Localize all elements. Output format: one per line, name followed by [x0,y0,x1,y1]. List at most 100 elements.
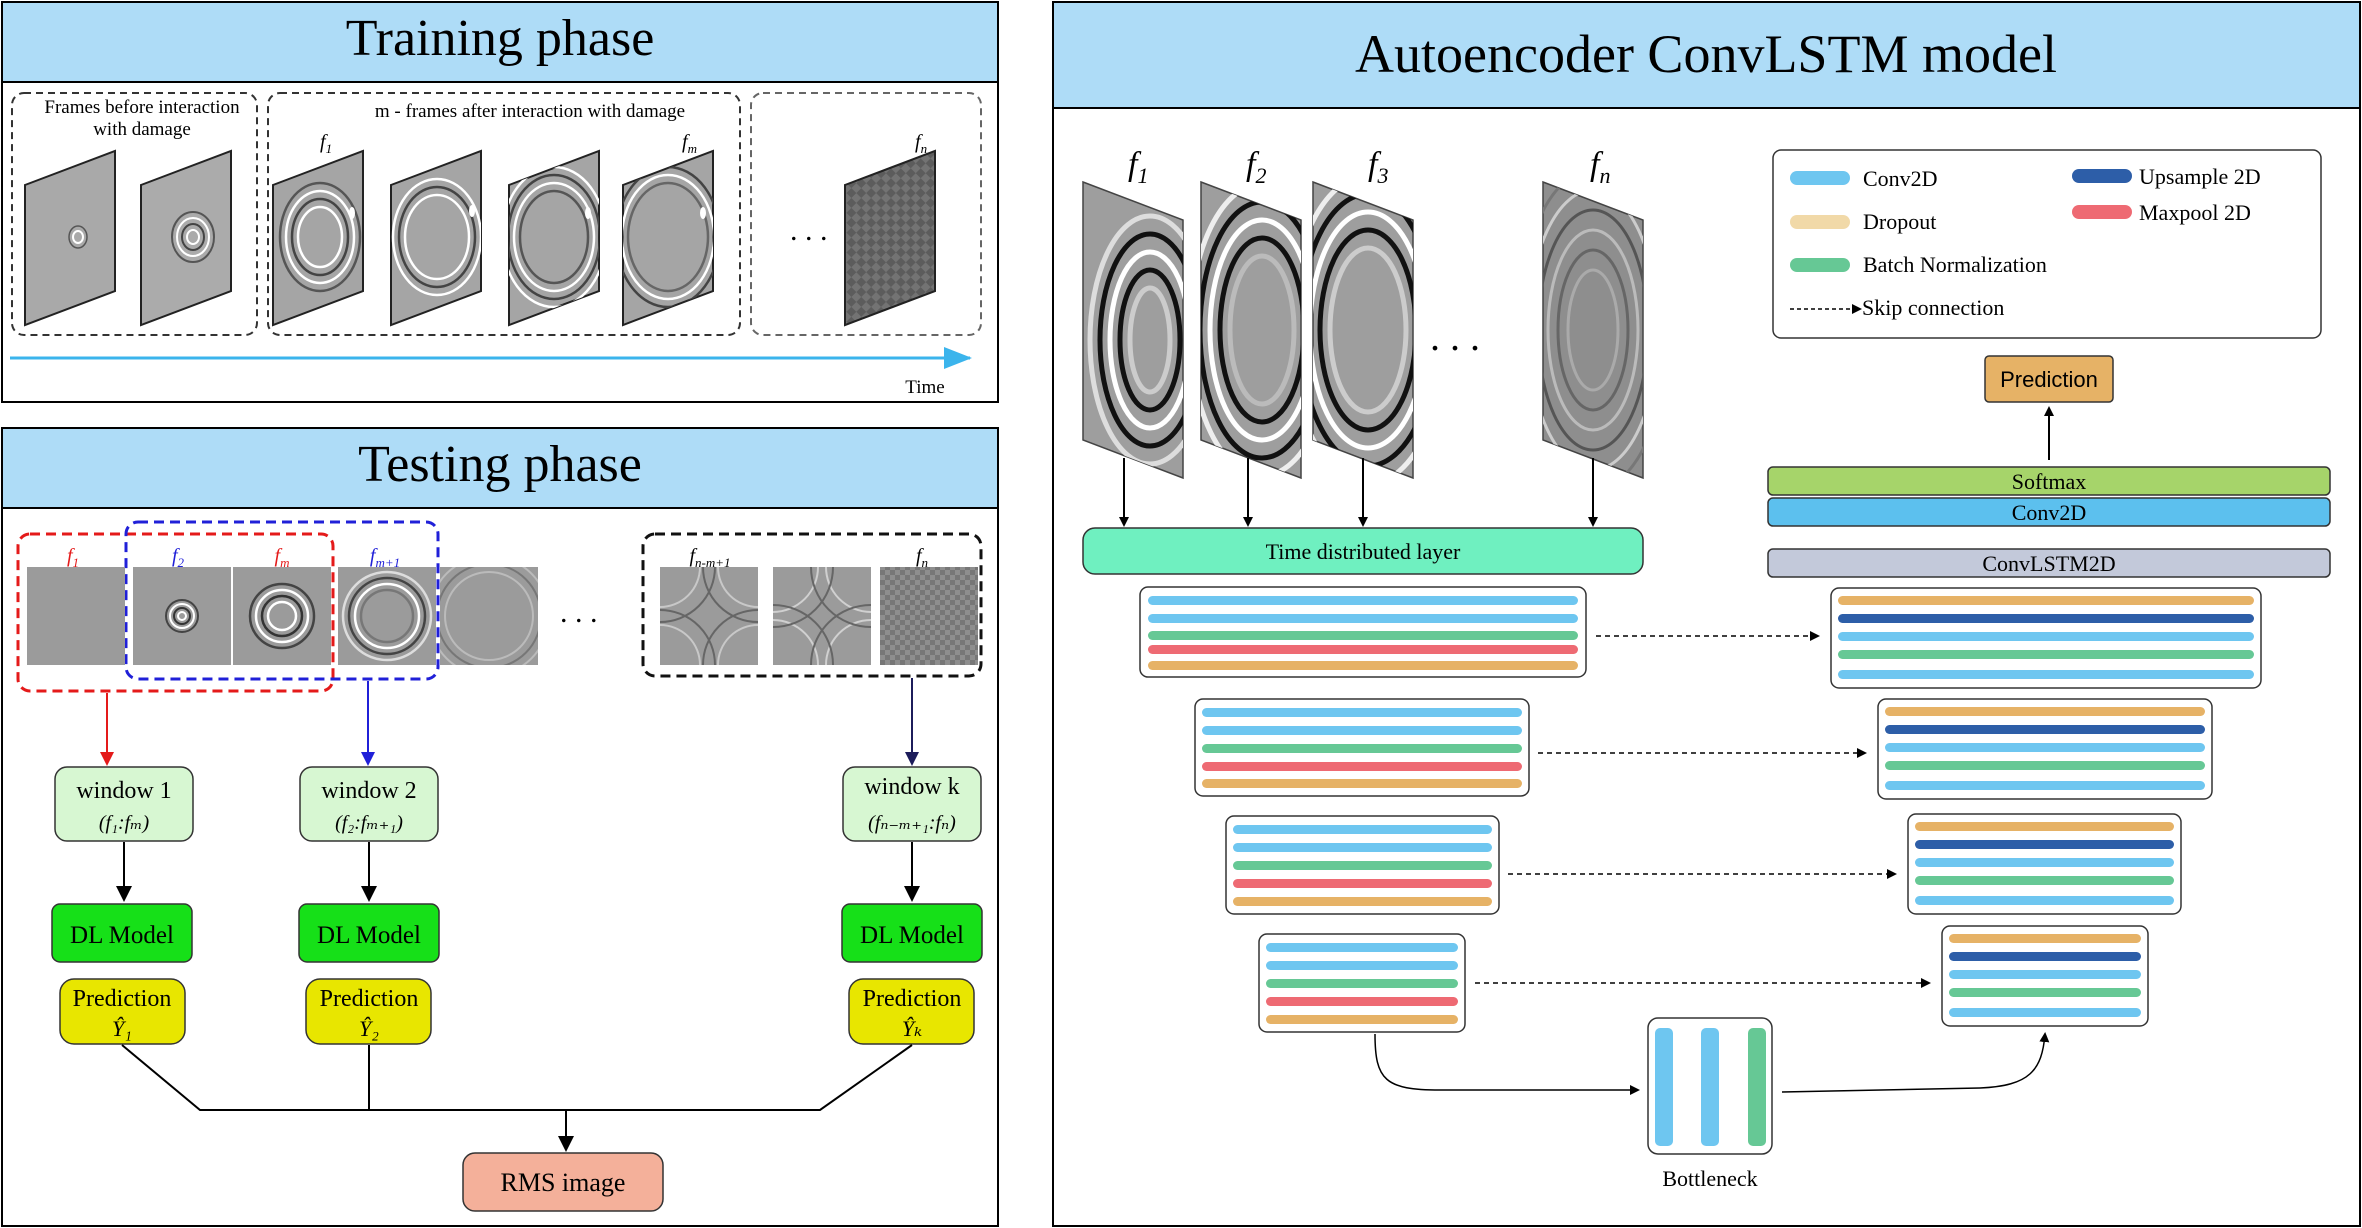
time-distributed-layer: Time distributed layer [1082,527,1644,575]
window-2: window 2 (f₂:fₘ₊₁) [299,766,439,842]
window-2-title: window 2 [321,778,416,804]
group-before-label: Frames before interaction [44,97,240,118]
legend-skip: Skip connection [1862,295,2004,320]
decoder-block-1 [1830,587,2262,689]
test-frame-5 [440,567,538,665]
prediction-2-yhat: Ŷ₂ [359,1016,379,1041]
test-frame-6 [660,567,758,665]
prediction-k: Prediction Ŷₖ [848,978,975,1045]
encoder-block-2 [1194,698,1530,797]
train-frame-6 [622,149,714,327]
window-k-range: (fₙ₋ₘ₊₁:fₙ) [868,812,956,834]
train-label-fn: fn [915,131,927,156]
group-before-label-2: with damage [93,119,191,140]
dl-model-1-label: DL Model [70,922,174,949]
train-frame-4 [390,149,482,327]
legend-conv2d: Conv2D [1863,166,1938,191]
test-label-fnm1: fn-m+1 [689,545,730,570]
legend-swatch-batchnorm [1790,258,1850,272]
prediction-2: Prediction Ŷ₂ [305,978,432,1045]
test-frame-4 [338,567,436,665]
window-2-range: (f₂:fₘ₊₁) [335,812,403,834]
test-frame-8 [880,567,978,665]
group-remaining-frames [750,92,982,336]
train-frame-3 [272,149,364,327]
test-label-fm: fm [275,545,290,570]
legend-batchnorm: Batch Normalization [1863,252,2047,277]
test-frame-7 [773,567,871,665]
encoder-block-4 [1258,933,1466,1033]
convlstm-layer: ConvLSTM2D [1767,548,2331,578]
softmax-layer: Softmax [1767,466,2331,496]
decoder-block-2 [1877,698,2213,800]
legend-maxpool: Maxpool 2D [2139,200,2251,225]
train-label-fm: fm [682,131,697,156]
bottleneck: Bottleneck [1647,1017,1773,1191]
training-panel: Training phase Frames before interaction… [1,1,999,403]
arrow-encoder-to-bottleneck [1374,1033,1640,1095]
prediction-k-label: Prediction [863,986,962,1012]
window-k: window k (fₙ₋ₘ₊₁:fₙ) [842,766,982,842]
test-label-f2: f2 [172,545,185,570]
dl-model-2: DL Model [298,903,440,963]
decoder-block-3 [1907,813,2182,915]
legend-upsample: Upsample 2D [2139,164,2261,189]
window-1-range: (f₁:fₘ) [99,812,150,834]
test-label-fn: fn [916,545,928,570]
group-after-label: m - frames after interaction with damage [375,101,685,122]
ae-frame-1 [1082,180,1184,480]
encoder-block-3 [1225,815,1500,915]
legend-dropout: Dropout [1863,209,1936,234]
autoencoder-panel: Autoencoder ConvLSTM model f1 f2 f3 fn [1052,1,2361,1227]
testing-title: Testing phase [358,436,642,493]
ae-ellipsis: . . . [1430,314,1480,359]
convlstm-label: ConvLSTM2D [1982,551,2115,576]
autoencoder-header [1052,1,2361,109]
train-frame-5 [508,149,600,327]
decoder-block-4 [1941,925,2149,1027]
arrow-bottleneck-to-decoder [1781,1032,2050,1093]
prediction-1: Prediction Ŷ₁ [59,978,186,1045]
test-label-f1: f1 [67,545,79,570]
test-frame-2 [133,567,231,665]
encoder-block-1 [1139,586,1587,678]
train-ellipsis: . . . [790,214,828,247]
dl-model-k-label: DL Model [860,922,964,949]
time-distributed-label: Time distributed layer [1266,539,1461,564]
legend-swatch-upsample [2072,169,2132,183]
training-header [1,1,999,83]
test-frame-3 [233,567,331,665]
testing-header [1,427,999,509]
aggregation-line [121,1044,913,1111]
autoencoder-title: Autoencoder ConvLSTM model [1355,24,2057,84]
conv2d-output-layer: Conv2D [1767,497,2331,527]
train-frame-n [844,149,936,327]
rms-image-label: RMS image [501,1168,626,1197]
prediction-k-yhat: Ŷₖ [902,1016,922,1041]
dl-model-1: DL Model [51,903,193,963]
dl-model-k: DL Model [841,903,983,963]
prediction-1-label: Prediction [73,986,172,1012]
window-1: window 1 (f₁:fₘ) [54,766,194,842]
test-ellipsis: . . . [560,596,598,629]
legend-swatch-conv2d [1790,171,1850,185]
group-before-damage [11,92,258,336]
prediction-1-yhat: Ŷ₁ [112,1016,132,1041]
train-frame-1 [24,149,116,327]
legend-swatch-dropout [1790,215,1850,229]
test-frame-1 [27,567,125,665]
legend: Conv2D Dropout Batch Normalization Skip … [1772,149,2322,339]
ae-prediction: Prediction [1984,355,2114,403]
rms-image: RMS image [462,1152,664,1212]
time-label: Time [905,377,944,398]
window-1-title: window 1 [76,778,171,804]
train-frame-2 [140,149,232,327]
window-k-title: window k [864,774,959,800]
dl-model-2-label: DL Model [317,922,421,949]
window-1-group [16,532,335,693]
ae-prediction-label: Prediction [2000,367,2098,392]
softmax-label: Softmax [2012,469,2087,494]
legend-swatch-maxpool [2072,205,2132,219]
window-k-group [641,532,983,678]
